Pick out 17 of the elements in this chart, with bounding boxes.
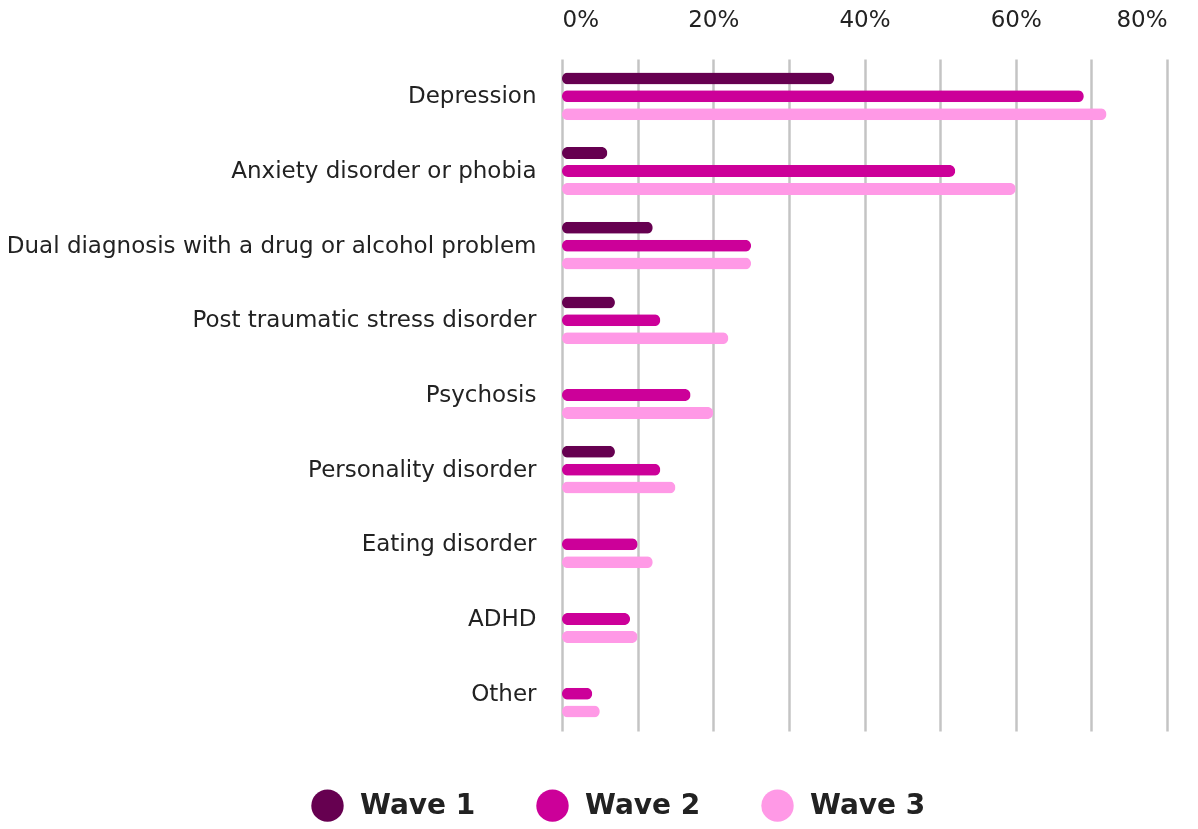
legend-label: Wave 1 xyxy=(360,787,476,821)
x-tick-label: 80% xyxy=(1116,5,1168,32)
y-tick-label: Depression xyxy=(407,82,537,109)
x-tick-label: 40% xyxy=(839,5,891,32)
y-tick-label: Anxiety disorder or phobia xyxy=(231,157,537,183)
y-tick-label: Eating disorder xyxy=(361,530,538,557)
legend-label: Wave 2 xyxy=(585,787,701,821)
x-tick-label: 60% xyxy=(990,5,1042,32)
y-tick-label: ADHD xyxy=(468,605,537,631)
legend-label: Wave 3 xyxy=(810,787,926,821)
x-tick-label: 0% xyxy=(562,5,599,32)
y-tick-label: Other xyxy=(471,679,538,706)
y-tick-label: Psychosis xyxy=(425,381,537,407)
y-tick-label: Dual diagnosis with a drug or alcohol problem xyxy=(6,231,537,258)
y-tick-label: Post traumatic stress disorder xyxy=(192,306,538,333)
x-tick-label: 20% xyxy=(688,5,740,32)
y-tick-label: Personality disorder xyxy=(308,455,538,482)
